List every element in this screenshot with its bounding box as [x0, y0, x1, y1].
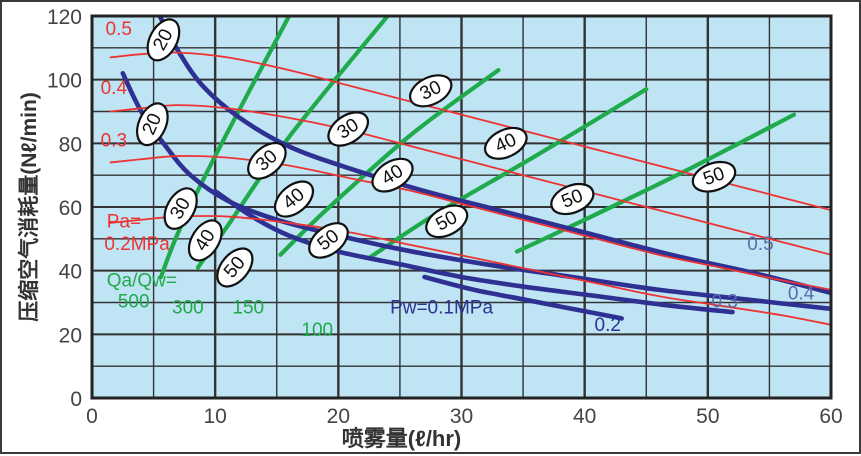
curve-Pa-0-4MPa [109, 104, 831, 256]
series-layer [109, 16, 831, 326]
grid-major-vertical [213, 16, 710, 398]
curve-Qa-Qw-70 [514, 112, 797, 254]
curve-Qa-Qw-150 [278, 68, 501, 257]
marker-ellipse [146, 18, 181, 62]
marker-ellipse [216, 247, 254, 288]
marker-ellipse [371, 157, 414, 193]
y-tick-label: 120 [47, 6, 82, 29]
marker-ellipse [327, 111, 370, 147]
y-tick-label: 60 [59, 197, 82, 220]
annotation-Pw01MPa: Pw=0.1MPa [390, 298, 493, 319]
spray-angle-marker: 40 [187, 219, 223, 262]
marker-ellipse [247, 141, 287, 180]
y-tick-label: 80 [59, 133, 82, 156]
annotation-100: 100 [301, 320, 333, 341]
y-tick-label: 100 [47, 70, 82, 93]
x-tick-label: 30 [450, 405, 473, 428]
x-axis: 0 10 20 30 40 50 60 喷雾量(ℓ/hr) [86, 405, 843, 451]
spray-angle-marker: 50 [691, 160, 737, 193]
marker-ellipse [408, 74, 453, 108]
annotation-02MPa: 0.2MPa [104, 234, 170, 255]
spray-angle-marker: 40 [273, 180, 315, 218]
curve-Pw-0-5MPa [157, 16, 831, 296]
y-axis: 0 20 40 60 80 100 120 压缩空气消耗量(Nℓ/min) [17, 6, 82, 411]
spray-angle-marker: 40 [484, 126, 528, 160]
x-tick-label: 40 [573, 405, 596, 428]
spray-angle-marker: 30 [327, 111, 370, 147]
marker-ellipse [550, 182, 595, 216]
plot-area: 202030405030405030405030405050Pa=0.2MPaQ… [90, 14, 833, 400]
y-tick-label: 20 [59, 324, 82, 347]
annotation-04: 0.4 [788, 283, 815, 304]
curve-Pw-0-2MPa [422, 274, 624, 321]
annotation-layer: Pa=0.2MPa Qa/Qw=500 300 150 100 Pw=0.1MPa 0.5 0… [101, 19, 815, 341]
marker-ellipse [425, 204, 469, 239]
annotation-03: 0.3 [101, 131, 127, 152]
spray-angle-marker: 30 [163, 187, 198, 230]
spray-angle-marker: 50 [425, 204, 469, 239]
x-axis-title: 喷雾量(ℓ/hr) [342, 426, 462, 451]
x-tick-label: 20 [327, 405, 350, 428]
marker-ellipse [136, 102, 169, 147]
annotation-500: 500 [118, 291, 150, 312]
spray-angle-marker: 30 [408, 74, 453, 108]
y-tick-label: 0 [70, 388, 82, 411]
curve-Pa-0-3MPa [109, 155, 831, 291]
marker-ellipse [187, 219, 223, 262]
spray-angle-marker: 50 [308, 222, 349, 259]
annotation-04: 0.4 [101, 78, 128, 99]
annotation-05: 0.5 [747, 234, 773, 255]
annotation-05: 0.5 [106, 19, 132, 40]
marker-ellipse [273, 180, 315, 218]
annotation-02: 0.2 [595, 315, 621, 336]
y-tick-label: 40 [59, 261, 82, 284]
annotation-Pa: Pa= [107, 212, 141, 233]
marker-ellipse [308, 222, 349, 259]
curve-Pw-0-3MPa [212, 188, 735, 315]
spray-angle-marker: 50 [550, 182, 595, 216]
x-tick-label: 60 [819, 405, 842, 428]
x-tick-label: 10 [203, 405, 226, 428]
curve-Qa-Qw-100 [367, 87, 649, 261]
marker-ellipse [163, 187, 198, 230]
marker-ellipse [691, 160, 737, 193]
y-axis-title: 压缩空气消耗量(Nℓ/min) [17, 92, 41, 322]
curve-Pw-0-4MPa [120, 71, 831, 312]
series-group-water-pressure [120, 16, 831, 321]
x-tick-label: 0 [86, 405, 98, 428]
annotation-QaQw: Qa/Qw= [107, 271, 177, 292]
annotation-150: 150 [232, 298, 264, 319]
spray-angle-marker: 20 [136, 102, 169, 147]
annotation-03: 0.3 [712, 291, 738, 312]
spray-angle-marker: 40 [371, 157, 414, 193]
marker-ellipse [484, 126, 528, 160]
spray-angle-marker: 30 [247, 141, 287, 180]
spray-angle-marker: 20 [146, 18, 181, 62]
x-tick-label: 50 [696, 405, 719, 428]
spray-angle-marker: 50 [216, 247, 254, 288]
annotation-300: 300 [172, 298, 204, 319]
plot-border [90, 14, 833, 400]
